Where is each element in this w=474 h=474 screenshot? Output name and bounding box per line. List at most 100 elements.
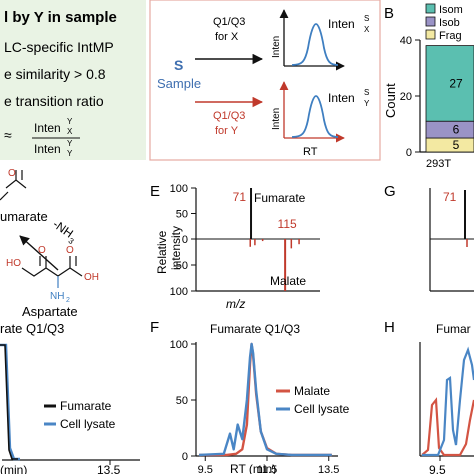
fumarate-label: umarate: [0, 209, 48, 224]
d-legend-lysate: Cell lysate: [60, 417, 116, 431]
aspartate-skeleton: [21, 256, 83, 277]
q-for-y-line1: Q1/Q3: [213, 110, 245, 122]
criteria-bullet-2: e similarity > 0.8: [4, 66, 106, 82]
deamination-arrow: [19, 235, 59, 271]
b-bar-label: 5: [453, 138, 460, 152]
panel-f: F Fumarate Q1/Q3 0 50 100 9.5 11.5 13.5 Malat…: [150, 319, 350, 474]
b-legend-swatch: [425, 16, 436, 27]
fumarate-bond: [0, 191, 9, 201]
e-upper-name: Fumarate: [254, 191, 306, 205]
b-bar-frag: [425, 137, 474, 153]
d-legend-fumarate: Fumarate: [60, 399, 112, 413]
b-bar-label: 27: [449, 76, 463, 90]
f-xtick-label: 11.5: [257, 464, 278, 474]
d-title: rate Q1/Q3: [0, 321, 64, 336]
approx-symbol: ≈: [4, 127, 12, 143]
aspartate-oh: OH: [84, 272, 99, 283]
inten-x-sub: X: [364, 25, 370, 34]
bottom-peak: [291, 95, 339, 138]
q-for-x-line2: for X: [215, 31, 239, 43]
panel-letter-b: B: [384, 5, 394, 22]
aspartate-nh2: NH: [50, 291, 64, 302]
panel-letter-g: G: [384, 183, 396, 200]
b-bar-label: 6: [453, 123, 460, 137]
inten-y-label: Inten: [328, 91, 355, 105]
panel-g: G 71: [384, 183, 474, 292]
aspartate-nh2-sub: 2: [66, 297, 70, 304]
rt-axis-label: RT: [303, 146, 318, 158]
e-ylabel-line1: Relative: [155, 230, 169, 274]
ratio-fraction: Inten Y X Inten Y Y: [32, 117, 80, 158]
b-ytick-label: 0: [406, 147, 412, 159]
aspartate-label: Aspartate: [22, 304, 78, 319]
criteria-heading: l by Y in sample: [4, 9, 117, 26]
top-inten-axis: Inten: [271, 36, 282, 58]
inten-x-sup: S: [364, 14, 369, 23]
f-lines: [199, 342, 332, 457]
panel-a-schematic: S Sample Q1/Q3 for X Inten Inten S X Q1/…: [149, 0, 381, 161]
e-peak-label-71: 71: [233, 190, 247, 204]
criteria-bullet-1: LC-specific IntMP: [4, 39, 114, 55]
f-series-cell-lysate: [199, 342, 332, 457]
e-yticks: 100 50 0 50 100: [170, 183, 196, 298]
ratio-numerator-sup: Y: [67, 117, 73, 126]
b-xtick-293t: 293T: [426, 158, 451, 170]
schematic-frame: [149, 0, 381, 161]
f-xtick-label: 9.5: [198, 464, 213, 474]
h-malate-line: [421, 397, 474, 457]
aspartate-ho: HO: [6, 258, 21, 269]
fumarate-skeleton: [5, 170, 27, 189]
ratio-numerator-sub: X: [67, 127, 73, 136]
aspartate-o-right: O: [66, 245, 74, 256]
panel-a-criteria: l by Y in sample LC-specific IntMP e sim…: [0, 0, 146, 160]
fumarate-o: O: [8, 168, 16, 179]
panel-c-structures: O umarate -NH 3 HO O O OH NH 2 Aspartate: [0, 168, 99, 319]
f-ytick-label: 100: [170, 339, 188, 351]
b-legend-label: Frag: [439, 30, 462, 42]
top-peak: [291, 23, 339, 66]
f-ticks: 0 50 100 9.5 11.5 13.5: [170, 339, 340, 474]
f-title: Fumarate Q1/Q3: [210, 322, 300, 336]
e-lower-name: Malate: [270, 274, 306, 288]
b-ytick-label: 20: [400, 91, 412, 103]
b-bar-isob: [425, 120, 474, 139]
e-ytick-label: 100: [170, 286, 188, 298]
ratio-numerator: Inten: [34, 121, 61, 135]
h-xtick-9-5: 9.5: [429, 463, 446, 474]
f-series-malate: [199, 342, 332, 457]
aspartate-o-left: O: [38, 245, 46, 256]
criteria-background: [0, 0, 146, 160]
panel-letter-e: E: [150, 183, 160, 200]
b-legend-swatch: [425, 3, 436, 14]
e-peaks: 71 115: [233, 188, 300, 291]
e-peak-label-115: 115: [278, 217, 297, 231]
e-ytick-label: 100: [170, 183, 188, 195]
e-ytick-label: 50: [176, 260, 188, 272]
inten-y-sup: S: [364, 88, 369, 97]
e-ytick-label: 0: [182, 234, 188, 246]
f-xtick-label: 13.5: [318, 464, 339, 474]
nh3-sub: 3: [67, 236, 76, 246]
e-ylabel-line2: intensity: [169, 226, 183, 270]
ratio-denominator-sub: Y: [67, 149, 73, 158]
f-xlabel: RT (min): [230, 462, 276, 474]
sample-label: Sample: [157, 76, 201, 91]
b-legend-label: Isob: [439, 17, 460, 29]
panel-h: H Fumar 9.5: [384, 319, 474, 474]
f-legend-lysate: Cell lysate: [294, 402, 350, 416]
h-title: Fumar: [436, 322, 471, 336]
b-legend-swatch: [425, 29, 436, 40]
panel-e: E Relative intensity 100 50 0 50 100 71 115 F…: [150, 183, 320, 311]
b-yticks: 0 20 40: [400, 35, 420, 159]
d-fumarate-peak: [0, 344, 18, 460]
b-stacked-bars: 56 27: [425, 45, 474, 153]
g-peak-label: 71: [443, 190, 457, 204]
e-ytick-label: 50: [176, 209, 188, 221]
d-cell-lysate-peak: [0, 343, 20, 461]
ratio-denominator: Inten: [34, 142, 61, 156]
b-ytick-label: 40: [400, 35, 412, 47]
e-xlabel: m/z: [226, 297, 245, 311]
sample-symbol: S: [174, 57, 183, 73]
q-for-x-line1: Q1/Q3: [213, 16, 245, 28]
